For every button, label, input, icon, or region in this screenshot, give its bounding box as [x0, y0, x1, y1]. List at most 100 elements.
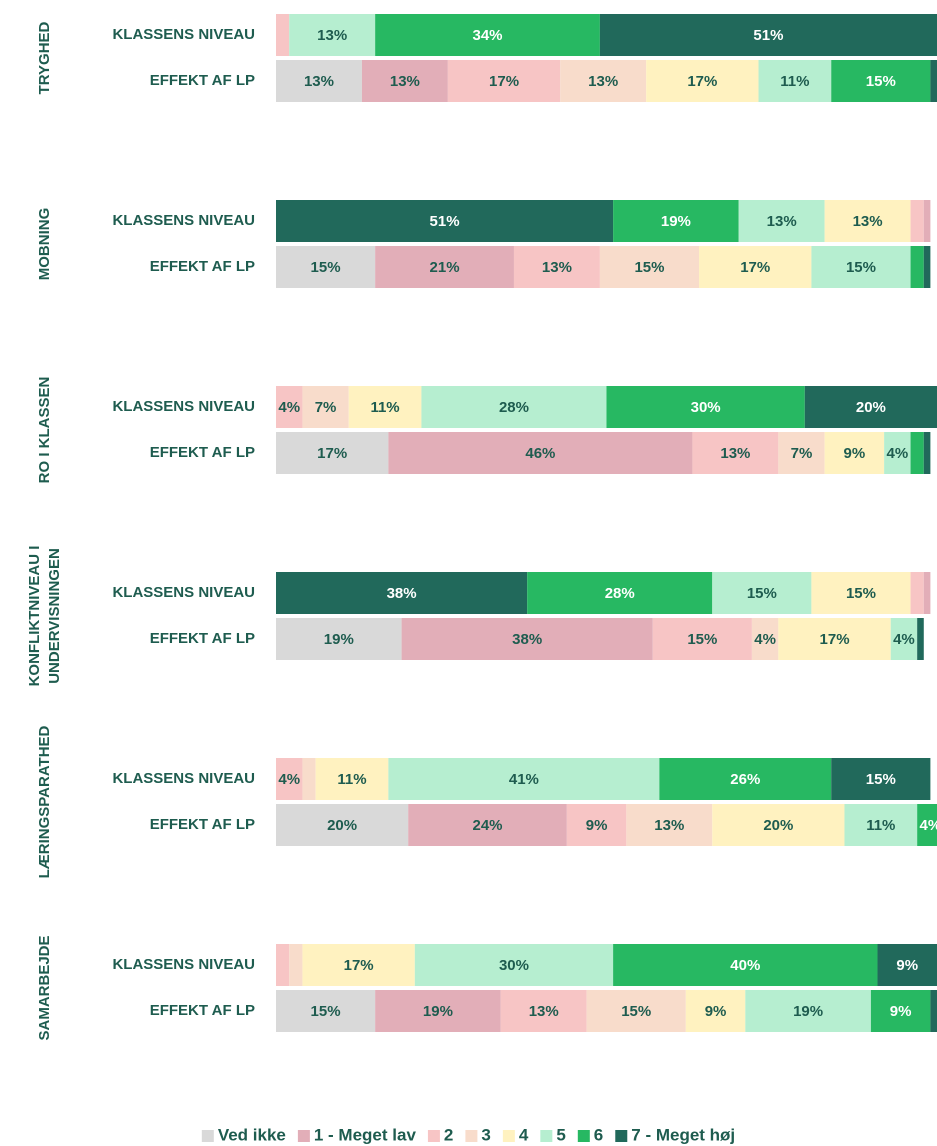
value-label: 15% — [687, 631, 717, 648]
value-label: 9% — [896, 957, 918, 974]
legend-label: 6 — [594, 1125, 603, 1144]
bar-segment — [276, 618, 402, 660]
value-label: 4% — [278, 771, 300, 788]
group-label: TRYGHED — [36, 21, 53, 94]
value-label: 15% — [846, 259, 876, 276]
value-label: 13% — [542, 259, 572, 276]
row-label: EFFEKT AF LP — [150, 258, 255, 275]
group-label: RO I KLASSEN — [36, 377, 53, 484]
row-label: EFFEKT AF LP — [150, 630, 255, 647]
bar-segment — [870, 990, 931, 1032]
bar-segment — [375, 14, 600, 56]
row-label: KLASSENS NIVEAU — [112, 770, 255, 787]
bar-segment — [613, 944, 878, 986]
bar-segment — [513, 246, 600, 288]
value-label: 9% — [586, 817, 608, 834]
value-label: 4% — [893, 631, 915, 648]
legend-label: Ved ikke — [218, 1125, 286, 1144]
bar-segment — [831, 758, 931, 800]
value-label: 17% — [687, 73, 717, 90]
bar-segment — [804, 386, 937, 428]
bar-segment — [778, 432, 825, 474]
value-label: 46% — [525, 445, 555, 462]
bar-segment — [844, 804, 918, 846]
bar-segment — [527, 572, 713, 614]
bar-segment — [917, 804, 937, 846]
legend-swatch — [540, 1130, 553, 1142]
bar-segment — [831, 60, 931, 102]
value-label: 30% — [499, 957, 529, 974]
value-label: 20% — [763, 817, 793, 834]
value-label: 17% — [820, 631, 850, 648]
legend-swatch — [465, 1130, 478, 1142]
bar-segment — [276, 14, 290, 56]
bar-segment — [302, 386, 349, 428]
bar-segment — [923, 200, 931, 242]
value-label: 17% — [489, 73, 519, 90]
bar-segment — [930, 60, 937, 102]
bar-segment — [276, 572, 528, 614]
bar-segment — [699, 246, 812, 288]
bar-segment — [599, 246, 700, 288]
value-label: 7% — [315, 399, 337, 416]
value-label: 4% — [886, 445, 908, 462]
value-label: 28% — [499, 399, 529, 416]
bar-segment — [276, 990, 376, 1032]
bar-segment — [758, 60, 832, 102]
bar-segment — [692, 432, 779, 474]
legend-swatch — [427, 1130, 440, 1142]
legend-swatch — [201, 1130, 214, 1142]
bar-segment — [375, 246, 514, 288]
bar-segment — [685, 990, 746, 1032]
legend-label: 1 - Meget lav — [314, 1125, 417, 1144]
bar-segment — [824, 200, 911, 242]
value-label: 13% — [304, 73, 334, 90]
bar-segment — [276, 804, 409, 846]
bar-segment — [751, 618, 779, 660]
value-label: 9% — [844, 445, 866, 462]
bar-segment — [910, 200, 924, 242]
bar-segment — [745, 990, 871, 1032]
bar-segment — [302, 944, 415, 986]
value-label: 13% — [390, 73, 420, 90]
value-label: 13% — [853, 213, 883, 230]
bar-segment — [276, 60, 362, 102]
bar-segment — [566, 804, 627, 846]
value-label: 41% — [509, 771, 539, 788]
bar-segment — [910, 572, 924, 614]
value-label: 11% — [780, 73, 809, 90]
bar-segment — [877, 944, 937, 986]
value-label: 38% — [512, 631, 542, 648]
group-label: MOBNING — [36, 208, 53, 281]
bar-segment — [824, 432, 885, 474]
bar-segment — [712, 572, 812, 614]
row-label: KLASSENS NIVEAU — [112, 584, 255, 601]
value-label: 4% — [278, 399, 300, 416]
bar-segment — [884, 432, 911, 474]
bar-segment — [910, 432, 924, 474]
bar-segment — [811, 572, 911, 614]
bar-segment — [447, 60, 561, 102]
bar-segment — [388, 432, 693, 474]
value-label: 13% — [654, 817, 684, 834]
bar-segment — [586, 990, 686, 1032]
legend-swatch — [502, 1130, 515, 1142]
bar-segment — [923, 246, 931, 288]
bar-segment — [500, 990, 587, 1032]
row-label: EFFEKT AF LP — [150, 72, 255, 89]
bar-segment — [613, 200, 739, 242]
value-label: 30% — [691, 399, 721, 416]
legend-label: 2 — [444, 1125, 453, 1144]
row-label: KLASSENS NIVEAU — [112, 398, 255, 415]
bar-segment — [289, 14, 376, 56]
group-label: SAMARBEJDE — [36, 935, 53, 1040]
value-label: 20% — [856, 399, 886, 416]
bar-segment — [910, 246, 924, 288]
value-label: 51% — [430, 213, 460, 230]
value-label: 21% — [430, 259, 460, 276]
value-label: 4% — [754, 631, 776, 648]
bar-segment — [289, 944, 303, 986]
row-label: EFFEKT AF LP — [150, 816, 255, 833]
bar-segment — [778, 618, 891, 660]
